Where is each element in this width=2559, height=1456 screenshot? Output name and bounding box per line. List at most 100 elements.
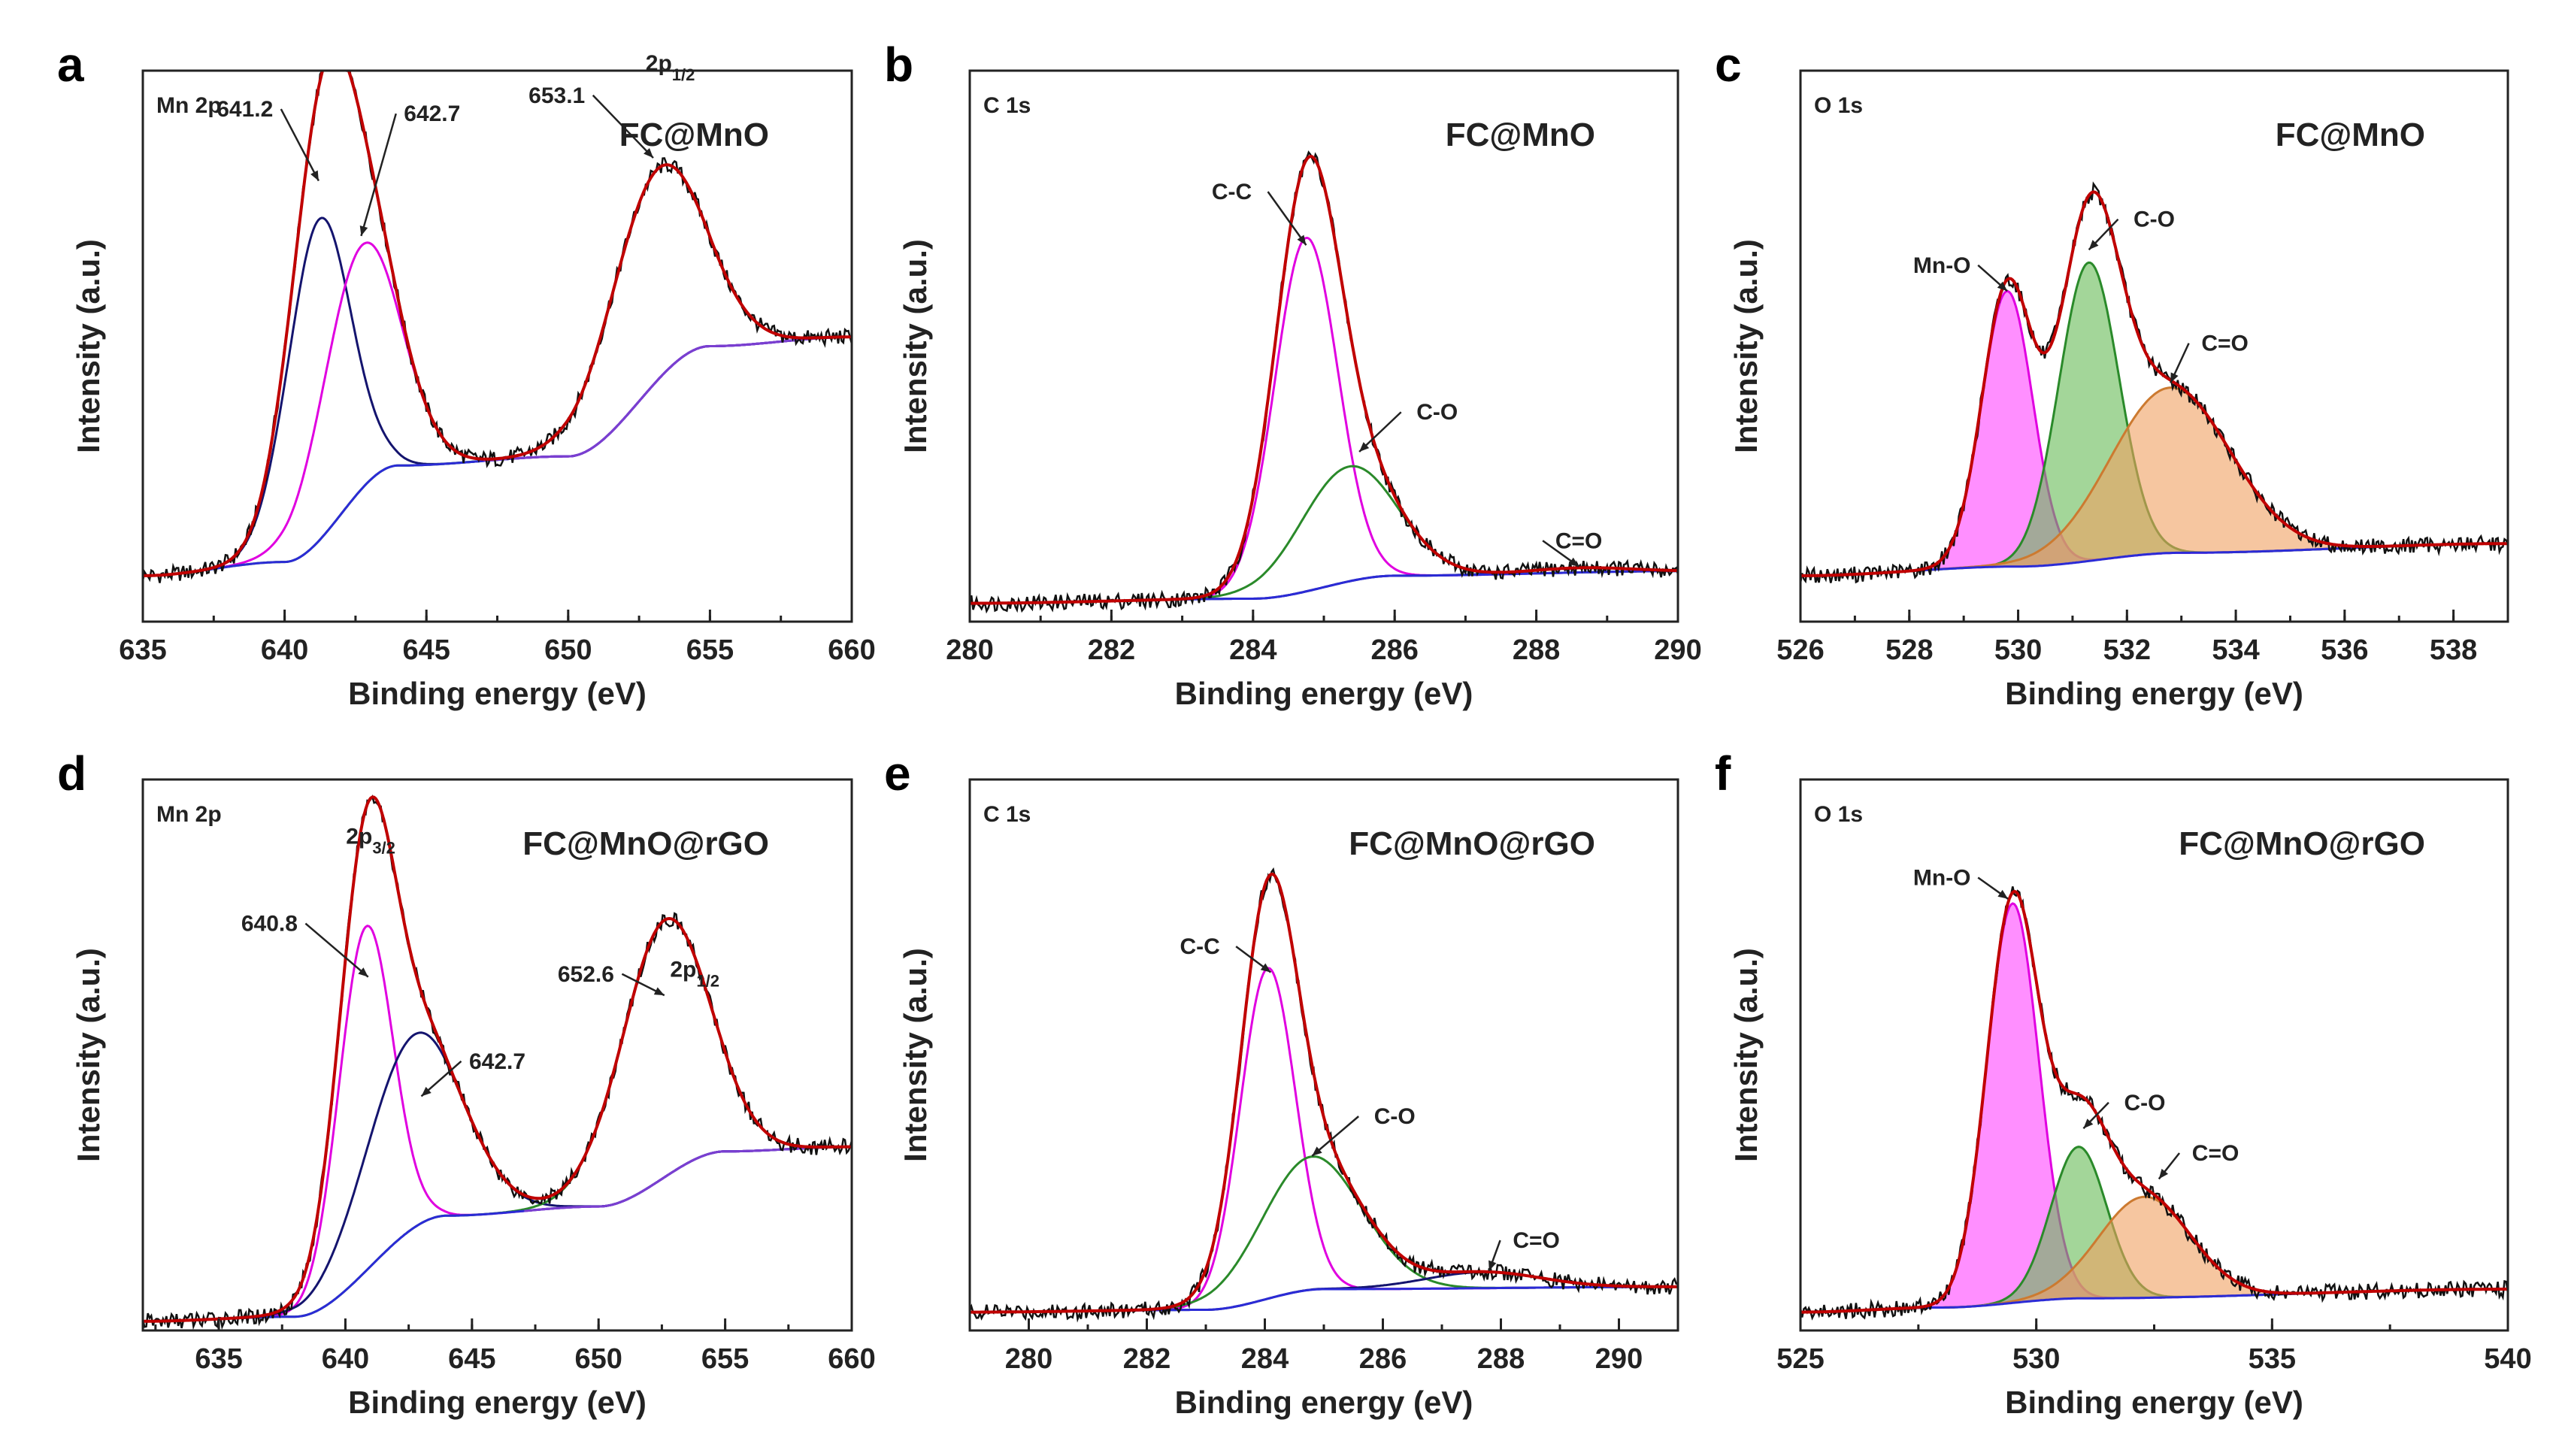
annotation-arrowhead xyxy=(2083,1118,2094,1129)
annotation-label: C=O xyxy=(2192,1141,2240,1166)
annotation-label: 2p3/2 xyxy=(346,825,395,858)
x-tick-label: 530 xyxy=(2012,1343,2060,1375)
annotation-arrowhead xyxy=(1359,442,1370,452)
panel-letter: c xyxy=(1715,38,1742,92)
x-tick-label: 282 xyxy=(1123,1343,1170,1375)
annotation-arrowhead xyxy=(359,226,368,236)
annotation-label: 2p1/2 xyxy=(646,51,695,84)
x-tick-label: 288 xyxy=(1477,1343,1525,1375)
panel-letter: a xyxy=(57,38,84,92)
annotation-arrowhead xyxy=(653,987,665,996)
annotation-arrowhead xyxy=(644,147,653,159)
annotation-label: 642.7 xyxy=(404,101,460,126)
x-axis-label: Binding energy (eV) xyxy=(2005,676,2303,711)
annotation-arrowhead xyxy=(1997,281,2008,292)
annotation-label: 640.8 xyxy=(241,912,298,937)
annotation-arrow xyxy=(280,108,319,182)
annotation-arrowhead xyxy=(1297,235,1307,246)
y-axis-label: Intensity (a.u.) xyxy=(1728,239,1764,453)
annotation-arrow xyxy=(1267,191,1307,246)
core-level-label: O 1s xyxy=(1814,93,1863,118)
plot-area xyxy=(1800,886,2508,1321)
x-tick-label: 660 xyxy=(828,634,875,666)
x-tick-label: 640 xyxy=(261,634,308,666)
x-tick-label: 645 xyxy=(448,1343,495,1375)
x-tick-label: 535 xyxy=(2249,1343,2296,1375)
x-axis-label: Binding energy (eV) xyxy=(1175,1385,1473,1420)
envelope-line xyxy=(143,71,852,577)
annotation-arrowhead xyxy=(310,170,319,181)
core-level-label: C 1s xyxy=(983,93,1031,118)
peak-fill-0 xyxy=(1800,903,2508,1312)
x-tick-label: 286 xyxy=(1359,1343,1407,1375)
plot-area xyxy=(970,150,1678,614)
panel-letter: d xyxy=(57,746,86,801)
annotation-arrow xyxy=(1311,1115,1360,1157)
annotation-label: 642.7 xyxy=(469,1049,525,1074)
annotation-label: C-C xyxy=(1212,180,1252,204)
peak-line-0 xyxy=(970,967,1678,1314)
envelope-line xyxy=(1800,889,2508,1314)
panel-letter: e xyxy=(884,746,911,801)
x-tick-label: 530 xyxy=(1994,634,2042,666)
x-tick-label: 635 xyxy=(195,1343,242,1375)
annotation-label: C=O xyxy=(1513,1228,1560,1253)
sample-label: FC@MnO@rGO xyxy=(2179,825,2425,862)
annotation-arrowhead xyxy=(2170,372,2179,383)
x-tick-label: 650 xyxy=(575,1343,622,1375)
sample-label: FC@MnO xyxy=(1446,117,1595,153)
panel-d: 635 640 645 650 655 660 Binding energy (eV) Int… xyxy=(57,746,876,1420)
x-axis-label: Binding energy (eV) xyxy=(1175,676,1473,711)
y-axis-label: Intensity (a.u.) xyxy=(898,948,933,1162)
x-tick-label: 528 xyxy=(1885,634,1933,666)
core-level-label: O 1s xyxy=(1814,802,1863,827)
x-tick-label: 290 xyxy=(1595,1343,1643,1375)
envelope-line xyxy=(143,795,852,1323)
background-line-2p12 xyxy=(524,1146,852,1212)
annotation-arrowhead xyxy=(1312,1146,1322,1156)
annotation-label: C-O xyxy=(1416,400,1458,425)
sample-label: FC@MnO xyxy=(619,117,769,153)
annotation-arrowhead xyxy=(2158,1168,2169,1179)
annotation-label: C-O xyxy=(2124,1091,2165,1115)
x-axis-label: Binding energy (eV) xyxy=(2005,1385,2303,1420)
x-axis-label: Binding energy (eV) xyxy=(348,676,647,711)
background-line-2p12 xyxy=(483,335,852,462)
envelope-line xyxy=(970,872,1678,1314)
annotation-arrowhead xyxy=(1568,557,1579,567)
x-tick-label: 655 xyxy=(701,1343,749,1375)
plot-area xyxy=(143,795,852,1330)
x-tick-label: 660 xyxy=(828,1343,875,1375)
annotation-label: Mn-O xyxy=(1913,865,1971,890)
annotation-subscript: 1/2 xyxy=(696,971,719,990)
x-tick-label: 280 xyxy=(946,634,993,666)
panel-f: 525 530 535 540 Binding energy (eV) Intensity… xyxy=(1715,746,2532,1420)
annotation-label: C-O xyxy=(2134,207,2175,232)
plot-frame xyxy=(1799,69,2509,623)
annotation-label: 652.6 xyxy=(558,962,614,987)
x-tick-label: 284 xyxy=(1241,1343,1289,1375)
x-tick-label: 286 xyxy=(1370,634,1418,666)
core-level-label: Mn 2p xyxy=(156,802,222,827)
peak-line-2 xyxy=(143,163,852,577)
annotation-arrowhead xyxy=(421,1086,432,1097)
x-tick-label: 650 xyxy=(544,634,592,666)
x-tick-label: 635 xyxy=(119,634,166,666)
annotation-label: Mn-O xyxy=(1913,253,1971,278)
x-tick-label: 282 xyxy=(1088,634,1135,666)
annotation-arrowhead xyxy=(1260,963,1271,973)
x-tick-label: 290 xyxy=(1654,634,1701,666)
annotation-arrow xyxy=(360,113,397,237)
sample-label: FC@MnO xyxy=(2276,117,2425,153)
y-axis-label: Intensity (a.u.) xyxy=(71,239,106,453)
annotation-arrowhead xyxy=(358,967,368,977)
peak-line-2 xyxy=(143,917,852,1323)
x-tick-label: 526 xyxy=(1776,634,1824,666)
panel-letter: b xyxy=(884,38,913,92)
sample-label: FC@MnO@rGO xyxy=(522,825,769,862)
x-tick-label: 534 xyxy=(2212,634,2259,666)
x-tick-label: 645 xyxy=(402,634,450,666)
envelope-line xyxy=(1800,190,2508,577)
plot-area xyxy=(143,71,852,583)
